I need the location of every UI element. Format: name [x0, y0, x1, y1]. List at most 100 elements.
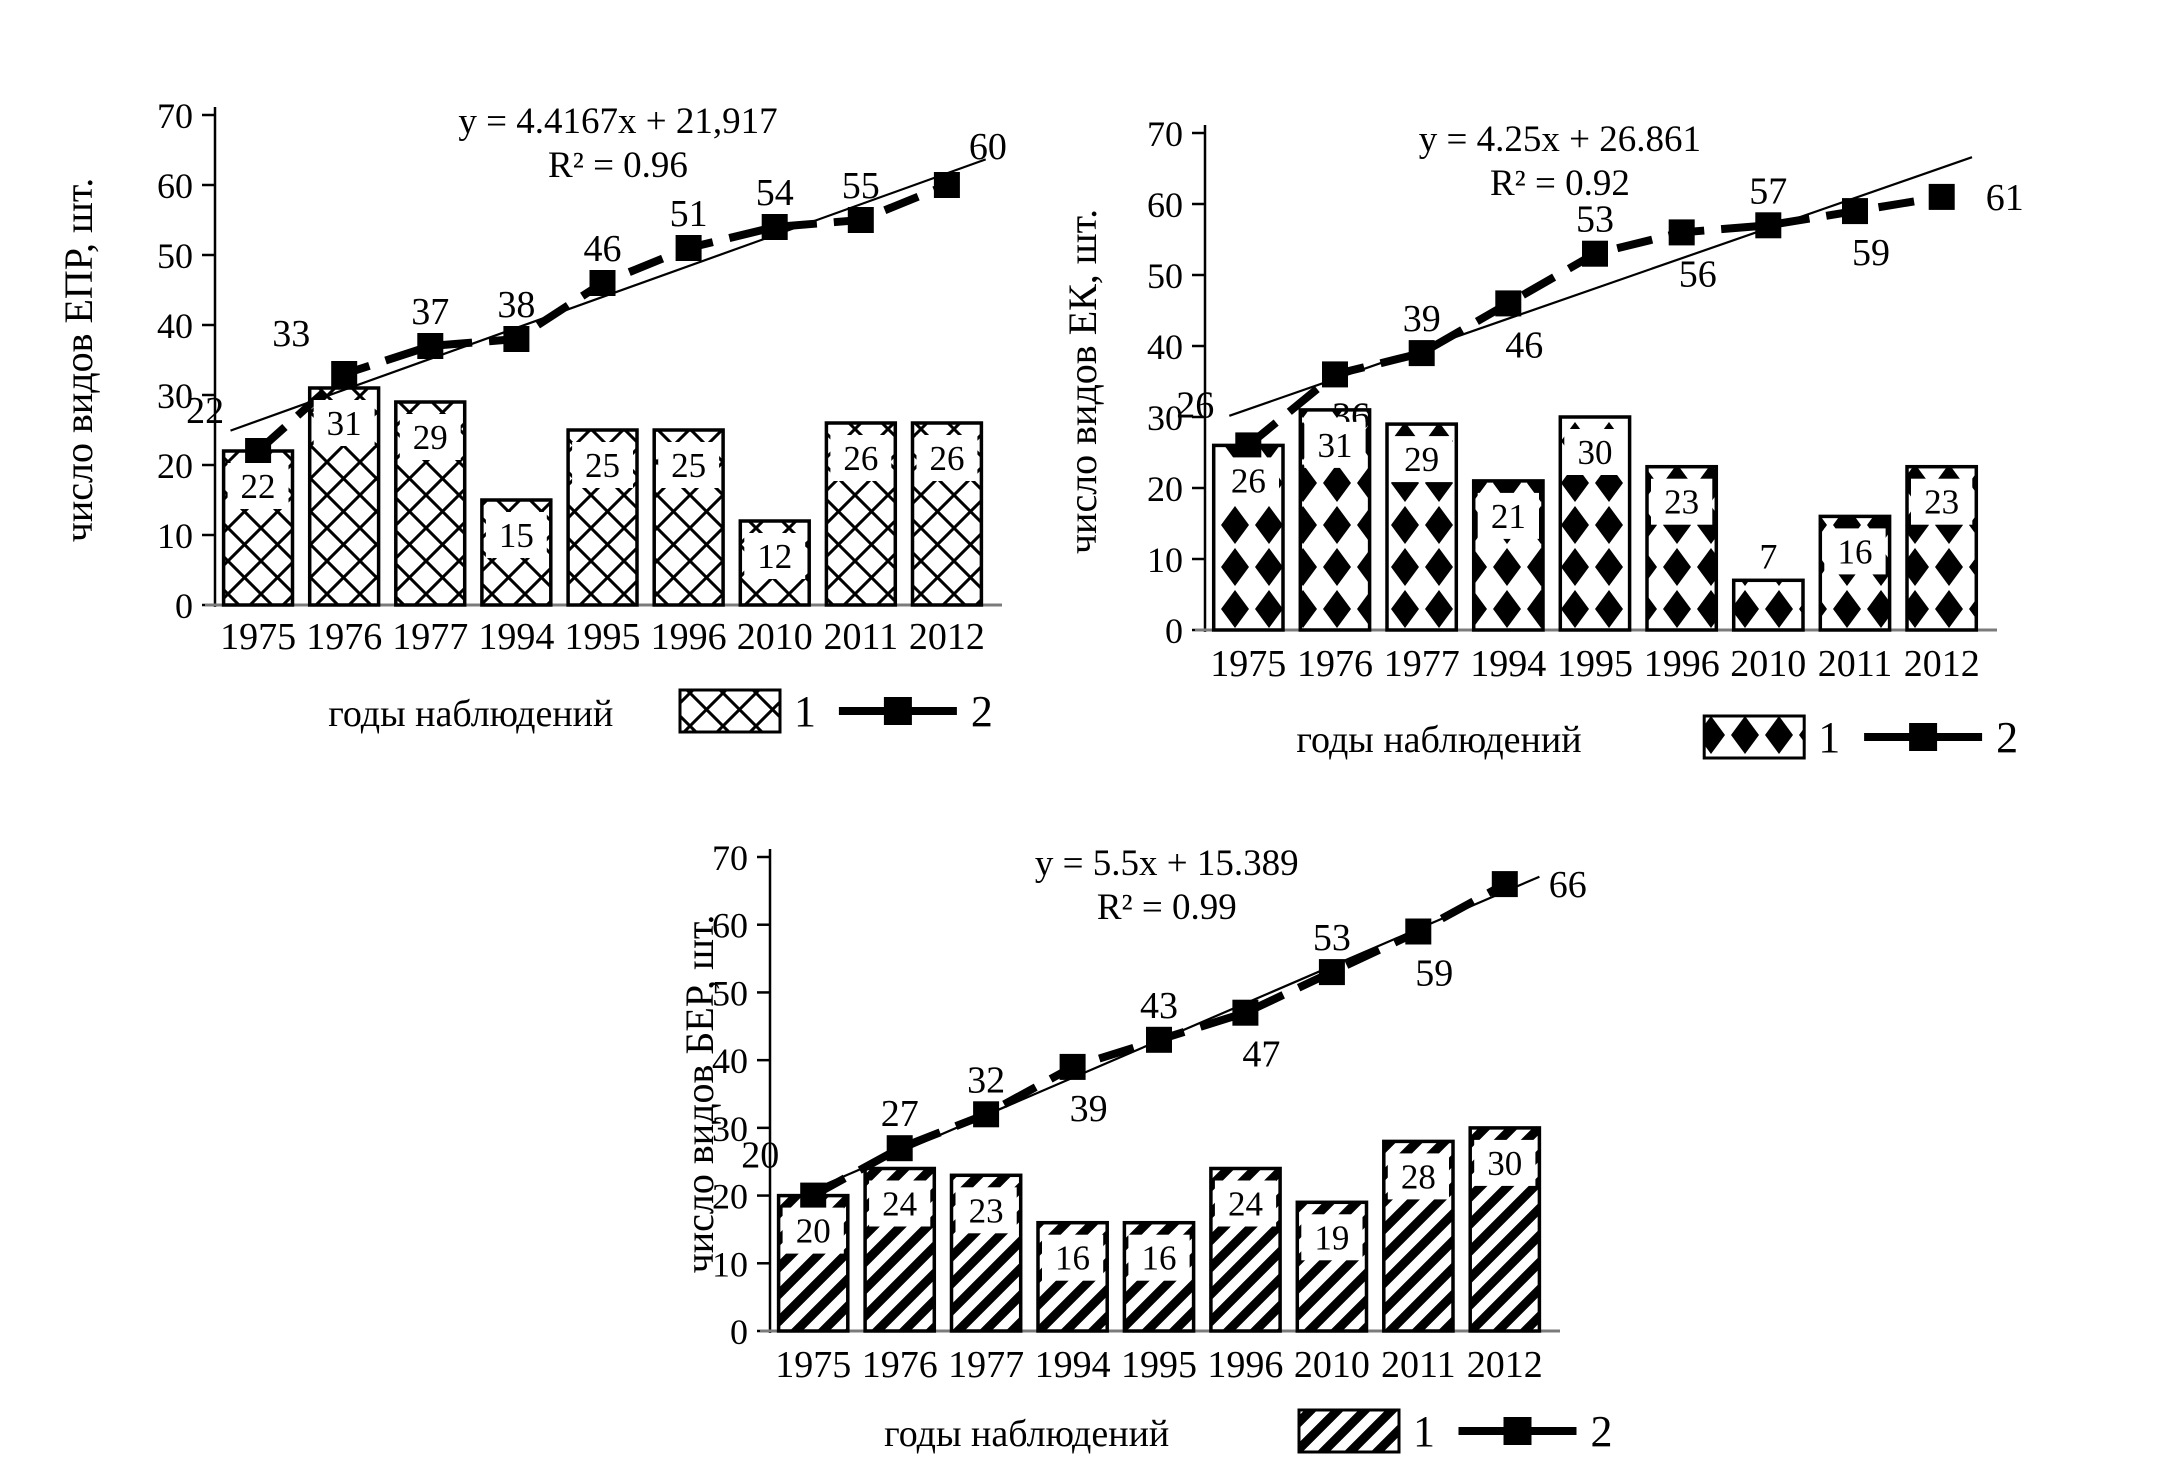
line-marker — [245, 438, 272, 464]
line-marker — [417, 333, 444, 359]
bar-value-label-box — [869, 1180, 931, 1227]
series-value-labels: 22 33 37 38 46 51 54 55 60 — [186, 126, 1007, 432]
line-value-label: 55 — [842, 165, 880, 207]
legend-bar-swatch — [678, 688, 782, 734]
line-marker — [1582, 240, 1608, 267]
y-axis: 0 10 20 30 40 50 60 70 — [1147, 114, 1207, 651]
y-tick-label: 0 — [175, 586, 193, 626]
y-tick-label: 60 — [712, 906, 748, 946]
bar-value-label-box — [227, 463, 289, 509]
y-tick-label: 70 — [157, 96, 193, 136]
line-marker — [675, 235, 702, 261]
bar-value-label: 31 — [1318, 426, 1353, 465]
line-value-label: 38 — [497, 284, 535, 326]
line-value-label: 53 — [1313, 917, 1351, 959]
line-marker — [1059, 1053, 1086, 1080]
bar-value-label-box — [1477, 492, 1539, 539]
bar-value-label: 23 — [1664, 483, 1699, 522]
line-marker — [1495, 290, 1522, 317]
legend-line-marker — [1909, 723, 1938, 751]
line-value-label: 43 — [1140, 985, 1178, 1027]
bar-value-label: 24 — [1228, 1185, 1263, 1224]
bar-value-label: 28 — [1401, 1157, 1436, 1196]
chart-ber: 0 10 20 30 40 50 60 70 число видов БЕР, шт. 20 27 3… — [618, 780, 1678, 1462]
bar-value-label-box — [1651, 478, 1713, 525]
line-marker — [1405, 918, 1432, 945]
legend-line-marker — [1503, 1417, 1532, 1445]
bar-value-label-box — [1301, 1214, 1363, 1261]
line-value-label: 39 — [1403, 298, 1441, 340]
line-value-label: 54 — [756, 172, 794, 214]
y-tick-label: 10 — [157, 516, 193, 556]
bar-value-label: 22 — [241, 467, 276, 506]
y-tick-label: 50 — [1147, 256, 1183, 296]
year-tick-label: 1977 — [948, 1344, 1024, 1386]
bar-value-label-box — [782, 1207, 844, 1254]
line-marker — [1322, 361, 1348, 388]
bar-value-label-box — [1217, 457, 1279, 504]
bar-value-label: 30 — [1487, 1144, 1522, 1183]
bar-value-label: 26 — [929, 439, 964, 478]
bar-value-label: 23 — [1924, 483, 1959, 522]
y-axis-title: число видов ЕПР, шт. — [56, 178, 101, 543]
x-axis: 1975 1976 1977 1994 1995 1996 2010 2011 2012 — [220, 616, 985, 658]
bar-value-label-box — [1128, 1234, 1190, 1281]
bar-value-labels: 22 31 29 15 25 25 12 26 26 — [227, 400, 978, 579]
y-tick-label: 30 — [712, 1109, 748, 1149]
bar-value-label-box — [658, 442, 720, 488]
line-value-label: 22 — [186, 390, 224, 432]
legend-line-label: 2 — [1591, 1407, 1613, 1456]
line-value-label: 26 — [1176, 384, 1214, 426]
line-marker — [761, 214, 788, 240]
line-marker — [1842, 198, 1868, 225]
legend: 1 2 — [1297, 1407, 1613, 1456]
year-tick-label: 1994 — [478, 616, 554, 658]
bar-value-label-box — [572, 442, 633, 488]
legend-line-marker — [883, 697, 912, 725]
line-marker — [1755, 212, 1782, 239]
bar-value-label: 19 — [1314, 1218, 1349, 1257]
year-tick-label: 1977 — [1384, 643, 1460, 685]
r-squared-text: R² = 0.99 — [1097, 887, 1237, 928]
line-value-label: 33 — [272, 313, 310, 355]
year-tick-label: 1975 — [1210, 643, 1286, 685]
bar-value-label: 16 — [1142, 1239, 1177, 1278]
year-tick-label: 1996 — [1207, 1344, 1283, 1386]
equation-text: y = 5.5x + 15.389 — [1035, 843, 1299, 884]
bar-value-label-box — [744, 533, 806, 579]
year-tick-label: 1976 — [306, 616, 382, 658]
x-axis-title: годы наблюдений — [328, 693, 613, 735]
line-value-label: 27 — [881, 1093, 919, 1135]
line-marker — [1491, 871, 1518, 898]
bar-value-labels: 20 24 23 16 16 24 19 28 30 — [782, 1139, 1536, 1281]
legend-line-label: 2 — [1996, 713, 2018, 762]
bar-value-label-box — [830, 435, 892, 481]
line-value-label: 47 — [1242, 1034, 1280, 1076]
year-tick-label: 1976 — [1297, 643, 1373, 685]
bar-value-label-box — [1304, 421, 1366, 468]
y-axis: 0 10 20 30 40 50 60 70 — [712, 838, 772, 1352]
bar-value-label: 16 — [1055, 1239, 1090, 1278]
y-tick-label: 60 — [1147, 185, 1183, 225]
equation-text: y = 4.4167x + 21,917 — [458, 101, 777, 142]
line-marker — [1928, 183, 1955, 210]
year-tick-label: 1977 — [392, 616, 468, 658]
line-value-label: 46 — [1505, 324, 1543, 366]
year-tick-label: 1976 — [862, 1344, 938, 1386]
legend-bar-label: 1 — [794, 687, 816, 736]
y-tick-label: 20 — [712, 1177, 748, 1217]
equation: y = 4.4167x + 21,917 R² = 0.96 — [458, 101, 777, 186]
line-marker — [1235, 432, 1262, 459]
bar-value-label: 21 — [1491, 497, 1526, 536]
equation: y = 4.25x + 26.861 R² = 0.92 — [1419, 119, 1701, 204]
series-markers — [1235, 183, 1955, 459]
bar-value-label-box — [485, 512, 547, 558]
legend-bar-label: 1 — [1413, 1407, 1435, 1456]
bar-value-label-box — [1824, 528, 1886, 575]
bar-value-label: 26 — [843, 439, 878, 478]
line-marker — [1668, 219, 1695, 246]
equation: y = 5.5x + 15.389 R² = 0.99 — [1035, 843, 1299, 928]
